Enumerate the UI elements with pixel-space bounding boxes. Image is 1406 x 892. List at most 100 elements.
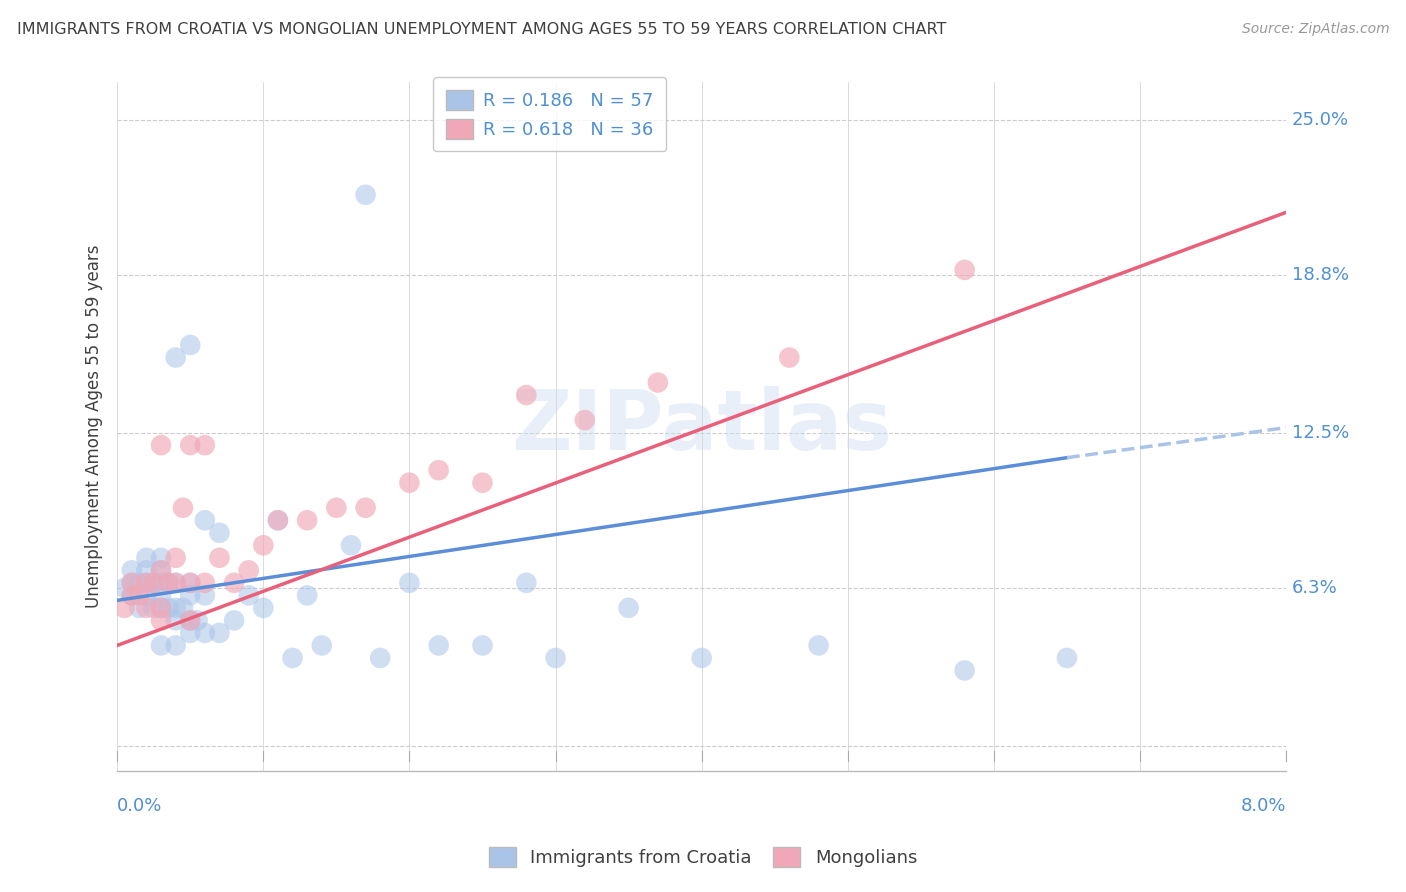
- Point: [778, 351, 800, 365]
- Point: [194, 626, 217, 640]
- Text: 12.5%: 12.5%: [1292, 424, 1350, 442]
- Point: [157, 575, 180, 590]
- Point: [135, 588, 157, 602]
- Point: [208, 550, 231, 565]
- Point: [471, 475, 494, 490]
- Point: [165, 575, 187, 590]
- Point: [135, 600, 157, 615]
- Point: [128, 588, 150, 602]
- Point: [953, 263, 976, 277]
- Point: [368, 651, 391, 665]
- Point: [135, 550, 157, 565]
- Point: [150, 563, 173, 577]
- Point: [179, 588, 201, 602]
- Point: [142, 575, 165, 590]
- Point: [150, 438, 173, 452]
- Point: [179, 575, 201, 590]
- Point: [194, 588, 217, 602]
- Point: [471, 639, 494, 653]
- Point: [690, 651, 713, 665]
- Point: [267, 513, 290, 527]
- Point: [165, 351, 187, 365]
- Point: [179, 338, 201, 352]
- Point: [165, 639, 187, 653]
- Point: [281, 651, 304, 665]
- Point: [157, 600, 180, 615]
- Point: [165, 550, 187, 565]
- Text: 18.8%: 18.8%: [1292, 266, 1348, 284]
- Point: [252, 538, 274, 552]
- Point: [128, 600, 150, 615]
- Point: [121, 575, 143, 590]
- Point: [114, 581, 136, 595]
- Point: [354, 187, 377, 202]
- Point: [150, 614, 173, 628]
- Point: [121, 575, 143, 590]
- Text: ZIPatlas: ZIPatlas: [512, 386, 893, 467]
- Text: 0.0%: 0.0%: [117, 797, 163, 814]
- Point: [142, 575, 165, 590]
- Point: [172, 500, 194, 515]
- Point: [150, 600, 173, 615]
- Point: [121, 563, 143, 577]
- Point: [150, 588, 173, 602]
- Point: [165, 575, 187, 590]
- Point: [354, 500, 377, 515]
- Y-axis label: Unemployment Among Ages 55 to 59 years: Unemployment Among Ages 55 to 59 years: [86, 244, 103, 608]
- Point: [135, 575, 157, 590]
- Point: [398, 575, 420, 590]
- Point: [187, 614, 209, 628]
- Point: [121, 588, 143, 602]
- Point: [427, 639, 450, 653]
- Point: [194, 438, 217, 452]
- Point: [953, 664, 976, 678]
- Text: 8.0%: 8.0%: [1240, 797, 1286, 814]
- Point: [325, 500, 347, 515]
- Point: [179, 614, 201, 628]
- Point: [142, 600, 165, 615]
- Text: 25.0%: 25.0%: [1292, 111, 1350, 128]
- Point: [617, 600, 640, 615]
- Point: [574, 413, 596, 427]
- Point: [515, 575, 537, 590]
- Legend: Immigrants from Croatia, Mongolians: Immigrants from Croatia, Mongolians: [479, 838, 927, 876]
- Point: [150, 563, 173, 577]
- Point: [515, 388, 537, 402]
- Legend: R = 0.186   N = 57, R = 0.618   N = 36: R = 0.186 N = 57, R = 0.618 N = 36: [433, 78, 666, 152]
- Point: [1056, 651, 1078, 665]
- Point: [150, 575, 173, 590]
- Point: [295, 588, 318, 602]
- Point: [179, 626, 201, 640]
- Point: [150, 550, 173, 565]
- Text: IMMIGRANTS FROM CROATIA VS MONGOLIAN UNEMPLOYMENT AMONG AGES 55 TO 59 YEARS CORR: IMMIGRANTS FROM CROATIA VS MONGOLIAN UNE…: [17, 22, 946, 37]
- Point: [208, 626, 231, 640]
- Point: [340, 538, 363, 552]
- Point: [135, 575, 157, 590]
- Point: [238, 563, 260, 577]
- Point: [150, 600, 173, 615]
- Point: [179, 575, 201, 590]
- Point: [295, 513, 318, 527]
- Point: [311, 639, 333, 653]
- Point: [647, 376, 669, 390]
- Point: [165, 600, 187, 615]
- Point: [172, 600, 194, 615]
- Point: [252, 600, 274, 615]
- Point: [128, 575, 150, 590]
- Point: [135, 563, 157, 577]
- Point: [179, 614, 201, 628]
- Point: [165, 614, 187, 628]
- Point: [238, 588, 260, 602]
- Point: [222, 614, 245, 628]
- Point: [121, 588, 143, 602]
- Text: Source: ZipAtlas.com: Source: ZipAtlas.com: [1241, 22, 1389, 37]
- Point: [179, 438, 201, 452]
- Point: [807, 639, 830, 653]
- Text: 6.3%: 6.3%: [1292, 579, 1337, 597]
- Point: [427, 463, 450, 477]
- Point: [544, 651, 567, 665]
- Point: [157, 575, 180, 590]
- Point: [398, 475, 420, 490]
- Point: [208, 525, 231, 540]
- Point: [194, 513, 217, 527]
